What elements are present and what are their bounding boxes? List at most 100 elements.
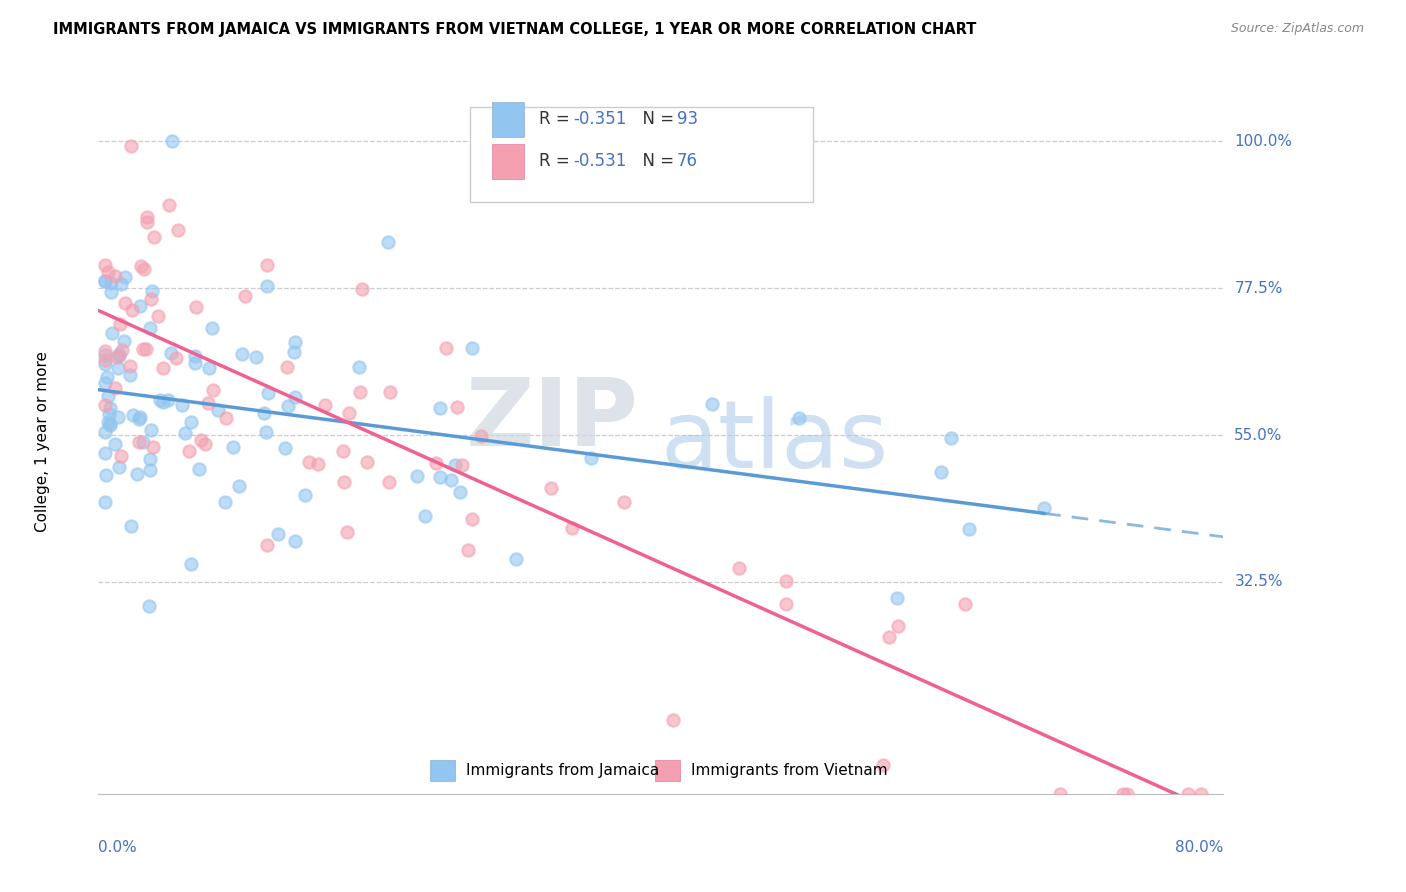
Point [233,288,256,302]
Point [180,415,202,429]
Point [101,326,124,341]
Point [214,494,236,508]
Point [207,402,229,417]
Bar [655,760,681,781]
Point [274,441,297,455]
Point [139,320,162,334]
Text: 93: 93 [676,110,697,128]
Point [148,392,170,407]
Point [110,449,132,463]
Point [94,344,117,359]
Point [103,381,125,395]
Point [180,557,202,571]
Point [94,446,117,460]
Point [165,351,187,365]
Point [561,521,583,535]
Text: N =: N = [631,110,679,128]
Point [139,293,162,307]
Point [294,488,316,502]
Point [457,543,479,558]
Point [284,534,307,549]
Point [152,395,174,409]
Bar [430,760,456,781]
Point [332,475,354,489]
Point [98,417,121,432]
Point [1049,787,1071,801]
Point [434,341,457,355]
Point [142,440,165,454]
Point [107,361,129,376]
Point [429,401,451,415]
Point [108,459,131,474]
Point [198,360,221,375]
Text: 0.0%: 0.0% [98,839,138,855]
Point [284,335,307,350]
Point [97,407,120,421]
Point [104,268,127,283]
Text: 77.5%: 77.5% [1234,281,1282,296]
Point [378,475,401,489]
Point [378,384,401,399]
Point [662,713,685,727]
Point [307,457,329,471]
Point [138,452,160,467]
Point [200,320,222,334]
Point [228,478,250,492]
Point [540,481,562,495]
Point [201,383,224,397]
Point [775,597,797,611]
Point [256,258,278,272]
Point [184,301,207,315]
Point [413,509,436,524]
Point [277,399,299,413]
Point [425,456,447,470]
Point [104,437,127,451]
Point [108,349,131,363]
Point [356,454,378,468]
Point [94,398,117,412]
Point [135,342,157,356]
Point [461,342,484,356]
Point [128,412,150,426]
Text: 76: 76 [676,153,697,170]
Point [125,467,148,481]
Point [96,370,118,384]
Point [94,376,117,390]
Point [332,443,354,458]
Text: 32.5%: 32.5% [1234,574,1282,590]
Point [129,259,152,273]
Point [174,426,197,441]
Point [872,758,894,772]
Point [94,494,117,508]
Point [349,384,371,399]
Point [352,282,374,296]
Point [256,278,278,293]
Point [1177,787,1199,801]
Point [728,560,751,574]
Point [449,484,471,499]
Point [254,425,277,439]
Point [97,389,120,403]
Point [1112,787,1135,801]
Point [1116,787,1139,801]
Point [148,309,170,323]
Point [162,135,184,149]
Point [177,443,200,458]
Point [314,398,336,412]
Point [152,360,174,375]
Text: ZIP: ZIP [465,375,638,467]
Point [128,435,150,450]
Point [98,417,121,432]
Point [172,398,194,412]
Point [184,356,207,370]
Point [141,285,163,299]
Point [94,274,117,288]
Point [939,431,962,445]
Point [959,522,981,536]
Point [298,455,321,469]
Point [444,458,467,472]
Text: R =: R = [540,153,575,170]
Point [775,574,797,588]
FancyBboxPatch shape [470,107,813,202]
Point [139,423,162,437]
